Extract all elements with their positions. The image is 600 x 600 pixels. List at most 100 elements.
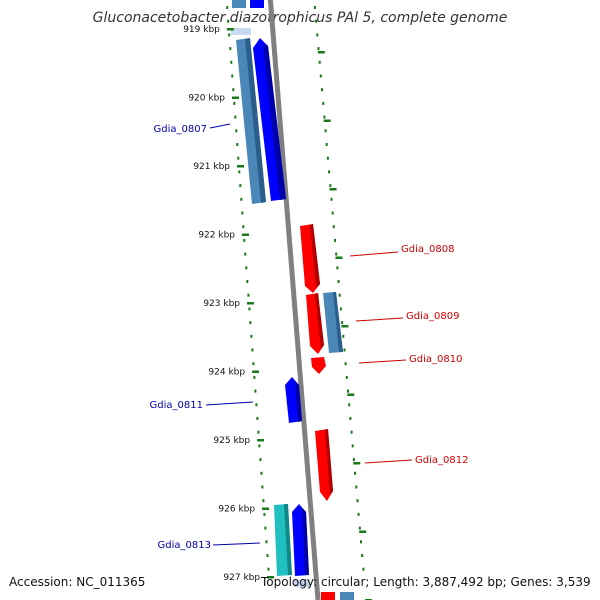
tick-dot-inner xyxy=(242,225,245,229)
tick-dot-outer xyxy=(331,211,334,215)
accession-text: Accession: NC_011365 xyxy=(9,575,146,589)
tick-major xyxy=(237,165,244,168)
tick-dot-inner xyxy=(254,389,257,393)
tick-dot-inner xyxy=(240,197,243,201)
tick-dot-outer xyxy=(329,184,332,188)
tick-dot-inner xyxy=(257,430,260,434)
tick-dot-inner xyxy=(234,115,237,119)
tick-dot-inner xyxy=(255,403,258,407)
tick-dot-outer xyxy=(354,471,357,475)
tick-dot-outer xyxy=(315,19,318,23)
tick-dot-outer xyxy=(350,430,353,434)
leader-line-gdia-0811 xyxy=(205,401,254,406)
gene-bar-blue-0809-side-shade xyxy=(333,292,343,352)
tick-dot-outer xyxy=(358,526,361,530)
tick-dot-inner xyxy=(246,280,249,283)
tick-dot-outer xyxy=(345,375,348,379)
tick-dot-outer xyxy=(349,417,352,420)
ruler-label: 927 kbp xyxy=(223,573,260,583)
tick-dot-inner xyxy=(231,74,234,78)
gene-label-gdia-0808: Gdia_0808 xyxy=(401,244,454,255)
tick-dot-inner xyxy=(249,321,252,325)
gene-bar-gdia-0813-cyan-shade xyxy=(284,504,292,575)
gene-arrow-gdia-0808-shade xyxy=(310,224,320,288)
tick-dot-outer xyxy=(313,6,316,9)
map-title: Gluconacetobacter diazotrophicus PAl 5, … xyxy=(92,10,508,26)
tick-major xyxy=(232,96,239,99)
gene-bar-gdia-0807-a-shade xyxy=(245,38,266,203)
tick-dot-inner xyxy=(241,211,244,215)
tick-dot-inner xyxy=(244,252,247,256)
tick-major-outer xyxy=(323,119,331,122)
gene-arrow-gdia-0810 xyxy=(311,357,326,374)
tick-dot-outer xyxy=(347,389,349,393)
tick-dot-inner xyxy=(266,554,269,557)
tick-dot-outer xyxy=(348,403,351,407)
tick-dot-inner xyxy=(233,101,236,105)
ruler-label: 924 kbp xyxy=(208,368,245,378)
tick-dot-outer xyxy=(338,293,341,297)
tick-dot-outer xyxy=(356,499,359,503)
ruler-ticks-inner xyxy=(226,6,270,571)
tick-major xyxy=(247,302,254,305)
tick-dot-inner xyxy=(252,362,255,366)
tick-major-outer xyxy=(341,325,349,328)
tick-dot-inner xyxy=(245,266,248,270)
tick-dot-inner xyxy=(228,33,231,37)
gene-label-gdia-0809: Gdia_0809 xyxy=(406,311,459,322)
gene-label-gdia-0813: Gdia_0813 xyxy=(158,540,211,551)
tick-dot-inner xyxy=(264,526,267,530)
feature-bottom-light xyxy=(294,580,310,587)
tick-dot-outer xyxy=(362,567,365,571)
gene-arrow-gdia-0813-blue-shade xyxy=(302,508,309,575)
tick-major-outer xyxy=(347,393,355,396)
tick-major xyxy=(257,439,265,442)
gene-label-gdia-0807: Gdia_0807 xyxy=(154,124,207,135)
tick-dot-outer xyxy=(334,238,336,242)
genome-backbone xyxy=(267,0,321,600)
feature-top-blue-2 xyxy=(250,0,264,8)
tick-dot-outer xyxy=(332,225,335,229)
tick-major xyxy=(242,233,249,236)
ruler-label: 925 kbp xyxy=(213,436,250,446)
tick-major xyxy=(267,576,275,579)
tick-dot-outer xyxy=(361,554,364,557)
gene-arrow-gdia-0807-b-shade xyxy=(263,44,286,200)
feature-bottom-blue xyxy=(340,592,354,600)
tick-dot-outer xyxy=(326,156,329,160)
tick-dot-outer xyxy=(323,115,326,119)
tick-dot-outer xyxy=(330,197,333,201)
feature-top-blue-1 xyxy=(232,0,246,8)
ruler-label: 926 kbp xyxy=(218,505,255,515)
tick-dot-outer xyxy=(324,129,327,133)
tick-dot-outer xyxy=(321,88,323,92)
tick-dot-inner xyxy=(251,348,254,352)
ruler-label: 919 kbp xyxy=(183,25,220,35)
tick-dot-inner xyxy=(229,47,232,51)
gene-arrow-gdia-0811-shade xyxy=(295,381,302,422)
tick-major xyxy=(226,28,234,31)
tick-dot-inner xyxy=(250,334,253,338)
leader-line-gdia-0812 xyxy=(364,459,413,464)
tick-dot-inner xyxy=(230,60,233,64)
leader-line-gdia-0807 xyxy=(209,123,231,129)
tick-dot-inner xyxy=(259,458,262,462)
tick-dot-inner xyxy=(253,375,256,379)
tick-dot-outer xyxy=(335,252,338,256)
topology-text: Topology: circular; Length: 3,887,492 bp… xyxy=(261,575,591,589)
tick-dot-outer xyxy=(317,47,320,51)
tick-dot-inner xyxy=(247,293,250,297)
tick-major-outer xyxy=(359,530,367,533)
tick-dot-inner xyxy=(227,19,230,23)
ruler-label: 920 kbp xyxy=(188,94,225,104)
tick-dot-inner xyxy=(260,471,263,475)
tick-dot-inner xyxy=(239,184,242,188)
tick-major-outer xyxy=(317,51,325,54)
feature-top-light-1 xyxy=(231,28,251,35)
tick-major xyxy=(262,507,270,510)
tick-dot-inner xyxy=(235,129,238,133)
gene-label-gdia-0810: Gdia_0810 xyxy=(409,354,462,365)
tick-dot-inner xyxy=(226,6,229,9)
tick-dot-inner xyxy=(237,156,240,160)
gene-label-gdia-0812: Gdia_0812 xyxy=(415,455,468,466)
